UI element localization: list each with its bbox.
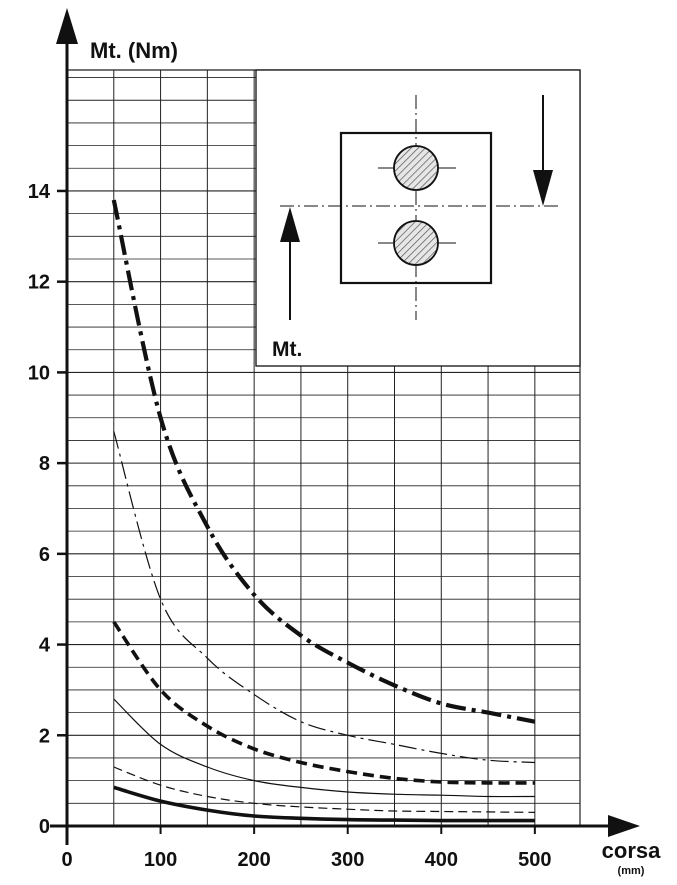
series-line-thick-dash-dot (111, 199, 536, 724)
x-axis-arrow (608, 815, 640, 837)
x-tick-label: 500 (518, 849, 551, 871)
curves (111, 199, 536, 823)
series-line-thin-solid (113, 698, 535, 798)
x-tick-label: 100 (144, 849, 177, 871)
y-tick-label: 4 (39, 635, 51, 657)
x-axis-unit: (mm) (618, 865, 645, 877)
y-tick-label: 14 (28, 181, 51, 203)
x-tick-label: 400 (425, 849, 458, 871)
y-tick-label: 10 (28, 362, 50, 384)
series-line-thin-dashed (113, 766, 535, 813)
x-axis-title: corsa (602, 838, 661, 863)
y-axis-arrow (56, 8, 78, 44)
y-tick-label: 0 (39, 816, 50, 838)
x-tick-label: 300 (331, 849, 364, 871)
inset-force-arrow-head (280, 207, 300, 242)
series-line-thick-dashed (112, 620, 535, 785)
series-line-thick-solid (113, 785, 535, 823)
y-axis-title: Mt. (Nm) (90, 38, 178, 63)
inset-diagram: Mt. (255, 69, 581, 367)
inset-force-arrow-head (533, 170, 553, 206)
axes (50, 8, 640, 845)
y-tick-label: 6 (39, 544, 50, 566)
inset-rod-bottom (393, 220, 439, 266)
x-tick-label: 200 (237, 849, 270, 871)
y-tick-label: 2 (39, 725, 50, 747)
labels: 0 2 4 6 8 10 12 14 0 100 200 300 400 500 Mt. (Nm) corsa… (28, 38, 661, 877)
x-tick-label: 0 (61, 849, 72, 871)
y-tick-label: 12 (28, 272, 50, 294)
inset-frame (255, 69, 581, 367)
inset-rod-top (393, 145, 439, 191)
inset-mt-label: Mt. (272, 338, 302, 361)
y-tick-label: 8 (39, 453, 50, 475)
